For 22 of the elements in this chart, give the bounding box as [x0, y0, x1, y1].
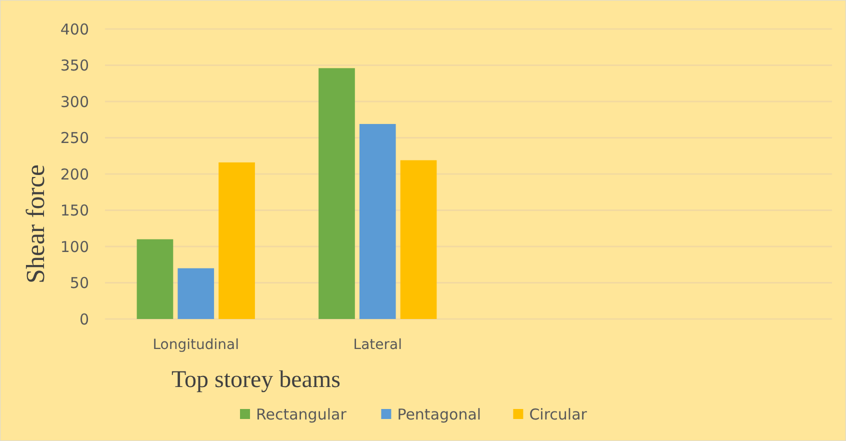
y-tick-label: 150: [60, 202, 89, 220]
bar: [359, 124, 396, 319]
y-tick-label: 50: [70, 274, 89, 292]
y-axis-title: Shear force: [21, 164, 50, 284]
x-tick-label: Longitudinal: [152, 337, 239, 353]
y-tick-label: 200: [60, 165, 89, 184]
y-tick-label: 350: [60, 56, 89, 74]
y-tick-label: 250: [60, 129, 89, 147]
x-tick-label: Lateral: [353, 337, 402, 353]
bar: [218, 162, 255, 319]
bar: [318, 68, 355, 319]
y-tick-label: 0: [79, 310, 89, 328]
y-tick-label: 100: [60, 238, 89, 256]
legend-label: Pentagonal: [397, 406, 482, 424]
bar: [400, 160, 437, 319]
y-tick-label: 400: [60, 20, 89, 38]
x-axis-title: Top storey beams: [172, 367, 340, 393]
bar: [178, 268, 214, 319]
y-tick-label: 300: [60, 92, 89, 111]
legend-label: Rectangular: [256, 406, 348, 424]
bar: [136, 239, 174, 319]
legend-label: Circular: [529, 406, 588, 424]
